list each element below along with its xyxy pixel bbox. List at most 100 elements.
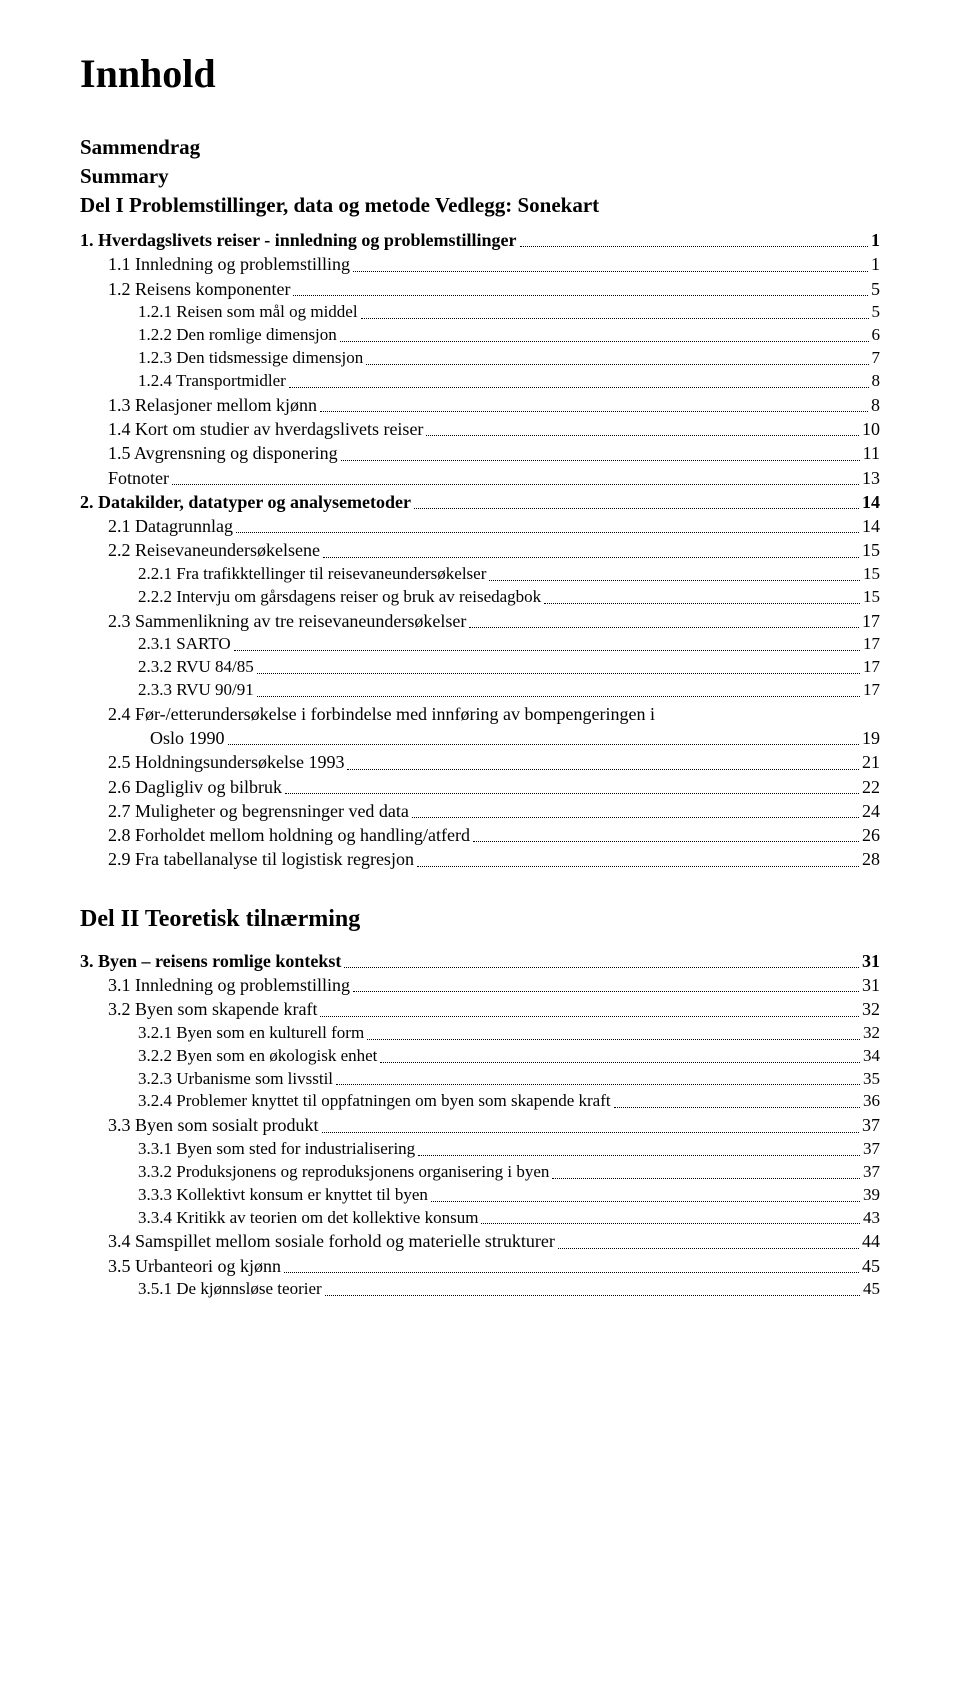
toc-label: 1.2.3 Den tidsmessige dimensjon (80, 347, 363, 370)
toc-leader (236, 532, 859, 533)
toc-label: 1.2.1 Reisen som mål og middel (80, 301, 358, 324)
toc-label: 3.2.4 Problemer knyttet til oppfatningen… (80, 1090, 611, 1113)
toc-label: 1.4 Kort om studier av hverdagslivets re… (80, 417, 423, 441)
toc-label: 2.5 Holdningsundersøkelse 1993 (80, 750, 344, 774)
toc-entry: 3.2.1 Byen som en kulturell form 32 (80, 1022, 880, 1045)
toc-label: 2.4 Før-/etterundersøkelse i forbindelse… (80, 702, 655, 726)
toc-page: 44 (862, 1229, 880, 1253)
toc-leader (361, 318, 869, 319)
toc-page: 17 (863, 679, 880, 702)
toc-leader (380, 1062, 860, 1063)
part-2-heading: Del II Teoretisk tilnærming (80, 906, 880, 933)
toc-entry: 2.7 Muligheter og begrensninger ved data… (80, 799, 880, 823)
toc-leader (544, 603, 860, 604)
toc-leader (552, 1178, 860, 1179)
toc-page: 8 (871, 393, 880, 417)
toc-label: 3.1 Innledning og problemstilling (80, 973, 350, 997)
toc-label: 2. Datakilder, datatyper og analysemetod… (80, 490, 411, 514)
toc-entry: 3. Byen – reisens romlige kontekst31 (80, 949, 880, 973)
part-1-heading: Del I Problemstillinger, data og metode … (80, 193, 880, 218)
toc-leader (367, 1039, 860, 1040)
toc-entry: 3.3.4 Kritikk av teorien om det kollekti… (80, 1207, 880, 1230)
toc-page: 17 (863, 656, 880, 679)
toc-entry: 2.3.3 RVU 90/9117 (80, 679, 880, 702)
toc-leader (414, 508, 859, 509)
toc-label: 2.7 Muligheter og begrensninger ved data (80, 799, 409, 823)
toc-leader (614, 1107, 860, 1108)
toc-leader (325, 1295, 860, 1296)
toc-page: 45 (863, 1278, 880, 1301)
toc-page: 8 (872, 370, 881, 393)
toc-leader (293, 295, 868, 296)
toc-leader (431, 1201, 860, 1202)
toc-label: 3.2 Byen som skapende kraft (80, 997, 317, 1021)
toc-page: 5 (872, 301, 881, 324)
toc-leader (344, 967, 859, 968)
toc-label: 2.2.2 Intervju om gårsdagens reiser og b… (80, 586, 541, 609)
toc-entry: 1. Hverdagslivets reiser - innledning og… (80, 228, 880, 252)
toc-leader (418, 1155, 860, 1156)
toc-label: 1.5 Avgrensning og disponering (80, 441, 338, 465)
toc-label: 2.1 Datagrunnlag (80, 514, 233, 538)
toc-leader (340, 341, 869, 342)
toc-page: 17 (862, 609, 880, 633)
toc-entry: 1.2.3 Den tidsmessige dimensjon7 (80, 347, 880, 370)
toc-label: 1.1 Innledning og problemstilling (80, 252, 350, 276)
toc-entry: 1.4 Kort om studier av hverdagslivets re… (80, 417, 880, 441)
toc-page: 15 (862, 538, 880, 562)
toc-label: 2.2.1 Fra trafikktellinger til reisevane… (80, 563, 486, 586)
toc-page: 15 (863, 563, 880, 586)
toc-leader (322, 1132, 860, 1133)
toc-leader (520, 246, 869, 247)
toc-leader (257, 673, 860, 674)
toc-label: 3. Byen – reisens romlige kontekst (80, 949, 341, 973)
toc-page: 22 (862, 775, 880, 799)
toc-leader (558, 1248, 859, 1249)
front-sammendrag: Sammendrag (80, 135, 880, 160)
toc-page: 43 (863, 1207, 880, 1230)
toc-label: 1.2 Reisens komponenter (80, 277, 290, 301)
toc-entry: 2.2.1 Fra trafikktellinger til reisevane… (80, 563, 880, 586)
toc-entry: 3.2.3 Urbanisme som livsstil35 (80, 1068, 880, 1091)
toc-part-1: 1. Hverdagslivets reiser - innledning og… (80, 228, 880, 872)
toc-page: 15 (863, 586, 880, 609)
toc-entry: 3.3 Byen som sosialt produkt37 (80, 1113, 880, 1137)
toc-label: 3.2.1 Byen som en kulturell form (80, 1022, 364, 1045)
toc-page: 14 (862, 490, 880, 514)
toc-page: 14 (862, 514, 880, 538)
toc-entry: 2.3 Sammenlikning av tre reisevaneunders… (80, 609, 880, 633)
toc-entry: 1.2.4 Transportmidler 8 (80, 370, 880, 393)
toc-entry: 2.3.2 RVU 84/8517 (80, 656, 880, 679)
toc-entry: 3.2.2 Byen som en økologisk enhet 34 (80, 1045, 880, 1068)
toc-label: Oslo 1990 (80, 726, 225, 750)
toc-entry: 1.2 Reisens komponenter5 (80, 277, 880, 301)
toc-page: 32 (862, 997, 880, 1021)
toc-label: 3.3.1 Byen som sted for industrialiserin… (80, 1138, 415, 1161)
toc-label: 1.2.2 Den romlige dimensjon (80, 324, 337, 347)
toc-entry: 2.6 Dagligliv og bilbruk22 (80, 775, 880, 799)
toc-page: 19 (862, 726, 880, 750)
toc-page: 45 (862, 1254, 880, 1278)
toc-page: 26 (862, 823, 880, 847)
toc-page: 17 (863, 633, 880, 656)
toc-label: 3.3.2 Produksjonens og reproduksjonens o… (80, 1161, 549, 1184)
toc-label: 3.3 Byen som sosialt produkt (80, 1113, 319, 1137)
toc-entry: 3.3.1 Byen som sted for industrialiserin… (80, 1138, 880, 1161)
toc-leader (323, 557, 859, 558)
toc-label: 1.2.4 Transportmidler (80, 370, 286, 393)
toc-leader (412, 817, 859, 818)
toc-page: 32 (863, 1022, 880, 1045)
toc-leader (473, 841, 859, 842)
toc-leader (353, 271, 868, 272)
toc-label: 3.4 Samspillet mellom sosiale forhold og… (80, 1229, 555, 1253)
toc-leader (353, 991, 859, 992)
toc-entry: 3.2 Byen som skapende kraft 32 (80, 997, 880, 1021)
toc-leader (284, 1272, 859, 1273)
toc-entry: 2.9 Fra tabellanalyse til logistisk regr… (80, 847, 880, 871)
toc-label: 3.2.2 Byen som en økologisk enhet (80, 1045, 377, 1068)
toc-leader (481, 1223, 860, 1224)
toc-page: 34 (863, 1045, 880, 1068)
toc-leader (285, 793, 859, 794)
toc-label: 2.3.1 SARTO (80, 633, 231, 656)
toc-leader (320, 411, 868, 412)
